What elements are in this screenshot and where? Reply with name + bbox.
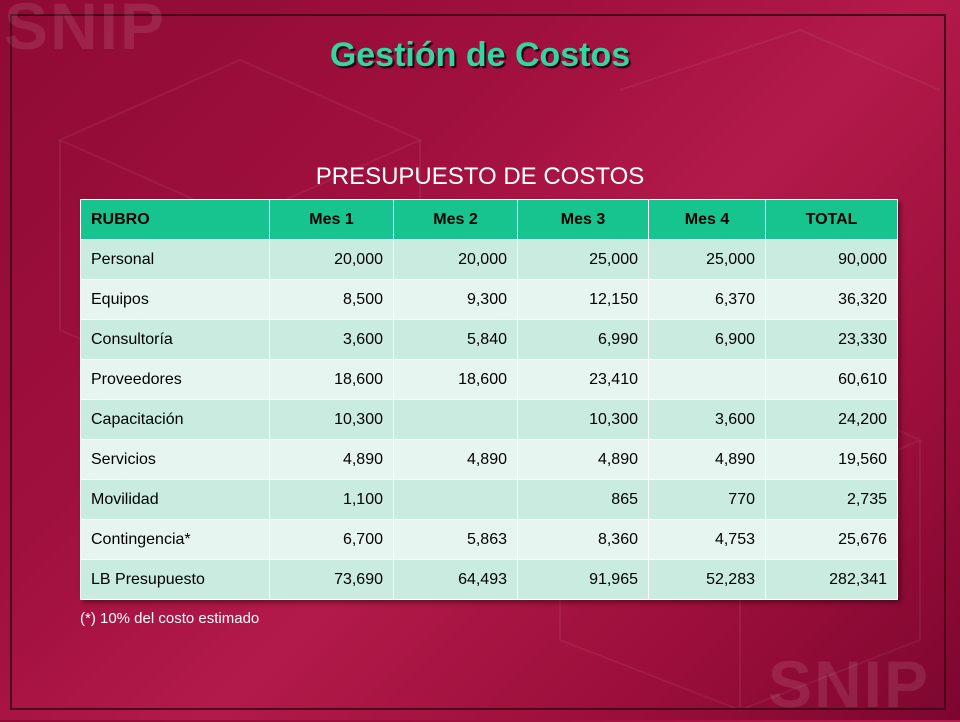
cell-mes-1: 6,700 <box>269 519 394 560</box>
snip-watermark-top: SNIP <box>4 0 167 63</box>
table-total-row: LB Presupuesto 73,690 64,493 91,965 52,2… <box>80 559 898 600</box>
cell-rubro: Movilidad <box>80 479 270 520</box>
cell-mes-4: 4,753 <box>648 519 766 560</box>
cell-mes-1: 4,890 <box>269 439 394 480</box>
cell-mes-3: 12,150 <box>517 279 649 320</box>
header-mes-4: Mes 4 <box>648 199 766 240</box>
cell-mes-3: 23,410 <box>517 359 649 400</box>
cell-mes-3: 8,360 <box>517 519 649 560</box>
cell-total: 25,676 <box>765 519 898 560</box>
header-total: TOTAL <box>765 199 898 240</box>
cell-mes-4: 52,283 <box>648 559 766 600</box>
table-row: Movilidad 1,100 865 770 2,735 <box>80 479 898 520</box>
cell-mes-4 <box>648 359 766 400</box>
header-mes-2: Mes 2 <box>393 199 518 240</box>
cell-total: 23,330 <box>765 319 898 360</box>
cell-mes-1: 8,500 <box>269 279 394 320</box>
cell-total: 24,200 <box>765 399 898 440</box>
cell-rubro: Servicios <box>80 439 270 480</box>
header-mes-3: Mes 3 <box>517 199 649 240</box>
table-row: Personal 20,000 20,000 25,000 25,000 90,… <box>80 239 898 280</box>
cell-mes-2: 5,863 <box>393 519 518 560</box>
cell-total: 282,341 <box>765 559 898 600</box>
table-row: Consultoría 3,600 5,840 6,990 6,900 23,3… <box>80 319 898 360</box>
cell-mes-3: 91,965 <box>517 559 649 600</box>
cell-mes-1: 3,600 <box>269 319 394 360</box>
cell-rubro: Capacitación <box>80 399 270 440</box>
cell-mes-3: 6,990 <box>517 319 649 360</box>
cell-mes-4: 6,370 <box>648 279 766 320</box>
cell-rubro: Personal <box>80 239 270 280</box>
cell-mes-2: 64,493 <box>393 559 518 600</box>
cell-mes-2 <box>393 399 518 440</box>
cell-mes-4: 25,000 <box>648 239 766 280</box>
cell-mes-2: 20,000 <box>393 239 518 280</box>
cell-mes-1: 1,100 <box>269 479 394 520</box>
header-mes-1: Mes 1 <box>269 199 394 240</box>
cell-mes-4: 6,900 <box>648 319 766 360</box>
cell-total: 2,735 <box>765 479 898 520</box>
cost-budget-table: RUBRO Mes 1 Mes 2 Mes 3 Mes 4 TOTAL Pers… <box>80 199 898 600</box>
cell-rubro: Contingencia* <box>80 519 270 560</box>
table-row: Servicios 4,890 4,890 4,890 4,890 19,560 <box>80 439 898 480</box>
cell-mes-4: 3,600 <box>648 399 766 440</box>
cell-mes-2: 5,840 <box>393 319 518 360</box>
table-row: Contingencia* 6,700 5,863 8,360 4,753 25… <box>80 519 898 560</box>
table-row: Capacitación 10,300 10,300 3,600 24,200 <box>80 399 898 440</box>
cell-mes-4: 770 <box>648 479 766 520</box>
header-rubro: RUBRO <box>80 199 270 240</box>
cell-mes-3: 865 <box>517 479 649 520</box>
cell-mes-1: 73,690 <box>269 559 394 600</box>
table-row: Proveedores 18,600 18,600 23,410 60,610 <box>80 359 898 400</box>
cell-mes-3: 25,000 <box>517 239 649 280</box>
table-row: Equipos 8,500 9,300 12,150 6,370 36,320 <box>80 279 898 320</box>
cell-mes-2: 9,300 <box>393 279 518 320</box>
cell-mes-1: 18,600 <box>269 359 394 400</box>
cell-rubro: Proveedores <box>80 359 270 400</box>
cell-rubro: Consultoría <box>80 319 270 360</box>
cell-mes-2 <box>393 479 518 520</box>
table-title: PRESUPUESTO DE COSTOS <box>315 163 645 190</box>
cell-mes-1: 20,000 <box>269 239 394 280</box>
cell-rubro: Equipos <box>80 279 270 320</box>
cell-mes-2: 18,600 <box>393 359 518 400</box>
cell-total: 60,610 <box>765 359 898 400</box>
cell-mes-2: 4,890 <box>393 439 518 480</box>
slide-title: Gestión de Costos <box>329 36 631 74</box>
cell-mes-1: 10,300 <box>269 399 394 440</box>
cell-rubro: LB Presupuesto <box>80 559 270 600</box>
cell-mes-3: 4,890 <box>517 439 649 480</box>
cell-total: 19,560 <box>765 439 898 480</box>
slide-frame <box>10 14 946 710</box>
footnote: (*) 10% del costo estimado <box>80 610 260 627</box>
cell-mes-3: 10,300 <box>517 399 649 440</box>
snip-watermark-bottom: SNIP <box>768 647 931 721</box>
cell-mes-4: 4,890 <box>648 439 766 480</box>
table-header-row: RUBRO Mes 1 Mes 2 Mes 3 Mes 4 TOTAL <box>80 199 898 240</box>
cell-total: 36,320 <box>765 279 898 320</box>
cell-total: 90,000 <box>765 239 898 280</box>
